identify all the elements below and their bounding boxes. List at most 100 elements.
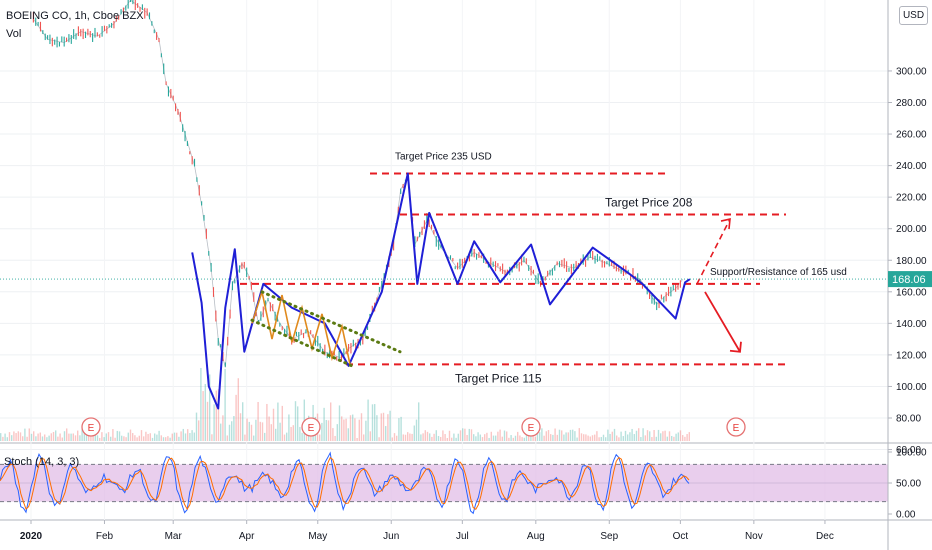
volume-bar: [184, 433, 187, 441]
volume-bar: [677, 432, 679, 441]
last-price-tag[interactable]: [888, 271, 932, 288]
volume-bar: [558, 429, 561, 441]
earnings-marker[interactable]: [521, 417, 541, 437]
volume-bar: [580, 433, 583, 441]
volume-bar: [297, 406, 299, 441]
earnings-marker[interactable]: [301, 417, 321, 437]
volume-bar: [418, 402, 420, 441]
volume-bar: [107, 432, 110, 441]
volume-bar: [48, 435, 50, 441]
volume-bar: [123, 436, 125, 441]
volume-bar: [594, 434, 596, 441]
earnings-marker[interactable]: [81, 417, 101, 437]
volume-bar: [407, 432, 409, 441]
volume-bar: [360, 413, 363, 441]
volume-bar: [156, 434, 158, 441]
volume-bar: [473, 434, 475, 441]
volume-label: Vol: [6, 28, 22, 40]
volume-bar: [259, 421, 261, 441]
volume-bar: [268, 416, 270, 441]
currency-button[interactable]: USD: [899, 6, 928, 25]
volume-bar: [420, 434, 422, 441]
volume-bar: [103, 437, 105, 441]
volume-bar: [261, 422, 264, 441]
volume-bar: [0, 433, 2, 441]
volume-bar: [642, 428, 644, 441]
volume-bar: [387, 414, 389, 441]
volume-bar: [321, 422, 323, 441]
volume-bar: [356, 437, 358, 441]
volume-bar: [578, 428, 580, 441]
volume-bar: [286, 432, 288, 441]
volume-bar: [11, 435, 13, 441]
volume-bar: [378, 437, 380, 441]
volume-bar: [413, 425, 415, 441]
annotations: [250, 290, 402, 368]
volume-bar: [167, 436, 169, 441]
volume-bar: [283, 434, 286, 441]
volume-bar: [512, 437, 514, 441]
volume-bar: [336, 424, 338, 441]
price-tick-label: 140.00: [896, 319, 927, 330]
volume-bar: [371, 404, 374, 441]
volume-bar: [325, 420, 327, 441]
earnings-marker-label: E: [733, 423, 740, 434]
volume-bar: [257, 401, 259, 441]
volume-bar: [330, 402, 332, 441]
volume-bar: [61, 437, 63, 441]
price-tick-label: 200.00: [896, 224, 927, 235]
volume-bar: [132, 433, 134, 441]
volume-bar: [552, 434, 554, 441]
volume-bar: [235, 394, 237, 441]
earnings-marker-label: E: [88, 423, 95, 434]
volume-bar: [444, 434, 446, 441]
volume-bar: [451, 437, 453, 441]
volume-bar: [464, 428, 466, 441]
price-tick-label: 160.00: [896, 287, 927, 298]
volume-bar: [367, 399, 369, 441]
volume-bar: [488, 437, 490, 441]
volume-bar: [151, 437, 154, 441]
volume-bar: [376, 415, 378, 441]
price-tick-label: 260.00: [896, 130, 927, 141]
volume-bar: [411, 433, 413, 441]
volume-bar: [52, 431, 55, 441]
volume-bar: [8, 432, 11, 441]
time-tick-label: Jul: [456, 531, 469, 542]
volume-bar: [101, 432, 103, 441]
volume-bar: [556, 434, 558, 441]
volume-bar: [484, 434, 486, 441]
volume-bar: [602, 434, 605, 441]
volume-bar: [176, 432, 178, 441]
volume-bar: [519, 435, 521, 441]
volume-bar: [426, 431, 429, 441]
volume-bar: [448, 430, 451, 441]
volume-bar: [281, 405, 283, 441]
volume-bar: [598, 437, 600, 441]
earnings-marker[interactable]: [726, 417, 746, 437]
time-axis[interactable]: 2020 Feb Mar Apr May Jun Jul Aug Sep Oct Nov Dec: [20, 520, 834, 542]
volume-bar: [345, 418, 347, 441]
volume-bar: [173, 432, 176, 441]
volume-bar: [624, 430, 627, 441]
price-tick-label: 120.00: [896, 350, 927, 361]
triangle-lower: [250, 318, 354, 368]
volume-bar: [380, 413, 382, 441]
volume-bar: [655, 436, 657, 441]
volume-bar: [374, 404, 376, 441]
volume-bar: [94, 431, 96, 441]
volume-bar: [24, 428, 26, 441]
volume-bar: [503, 430, 506, 441]
last-price-label: 168.06: [892, 274, 926, 286]
volume-bar: [182, 428, 184, 441]
target-level-label: Target Price 115: [455, 371, 542, 385]
volume-bar: [41, 436, 44, 441]
volume-bar: [74, 435, 77, 441]
volume-bar: [510, 435, 512, 441]
price-tick-label: 300.00: [896, 66, 927, 77]
volume-bar: [63, 431, 66, 441]
volume-bar: [686, 434, 688, 441]
